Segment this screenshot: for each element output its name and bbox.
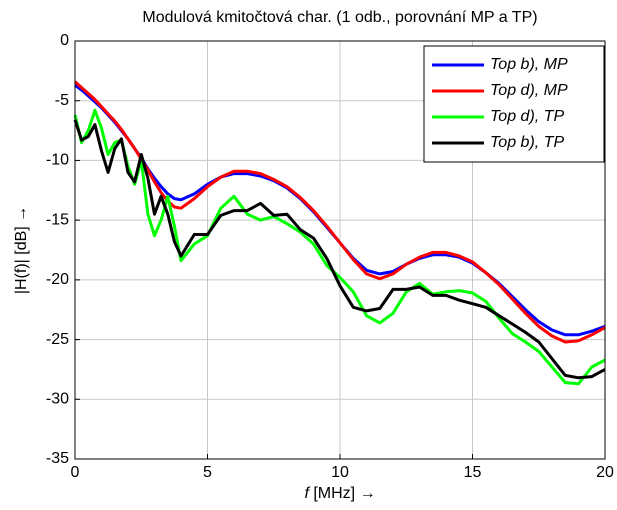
x-tick-label: 15 <box>464 464 482 481</box>
x-tick-label: 0 <box>71 464 80 481</box>
chart-title: Modulová kmitočtová char. (1 odb., porov… <box>142 9 537 26</box>
y-tick-label: -5 <box>55 92 69 109</box>
x-axis-label: f [MHz] → <box>304 485 375 502</box>
legend-label: Top d), MP <box>490 82 568 99</box>
legend-label: Top b), MP <box>490 56 568 73</box>
legend: Top b), MP Top d), MP Top d), TP Top b), TP <box>423 45 605 163</box>
legend-label: Top b), TP <box>490 134 564 151</box>
y-tick-label: -10 <box>46 152 69 169</box>
y-tick-label: -35 <box>46 450 69 467</box>
y-tick-label: -20 <box>46 271 69 288</box>
x-tick-label: 20 <box>596 464 614 481</box>
y-tick-label: -25 <box>46 331 69 348</box>
y-tick-label: -30 <box>46 391 69 408</box>
plot-frame <box>74 40 606 460</box>
y-tick-label: -15 <box>46 211 69 228</box>
x-tick-label: 5 <box>203 464 212 481</box>
y-axis-label: |H(f)| [dB] → <box>13 206 30 294</box>
x-tick-label: 10 <box>331 464 349 481</box>
x-axis-label-unit: [MHz] → <box>313 485 375 502</box>
series-line <box>73 80 606 344</box>
series-line <box>73 119 606 380</box>
legend-label: Top d), TP <box>490 108 564 125</box>
x-axis-label-var: f <box>304 485 310 502</box>
y-tick-label: 0 <box>60 32 69 49</box>
